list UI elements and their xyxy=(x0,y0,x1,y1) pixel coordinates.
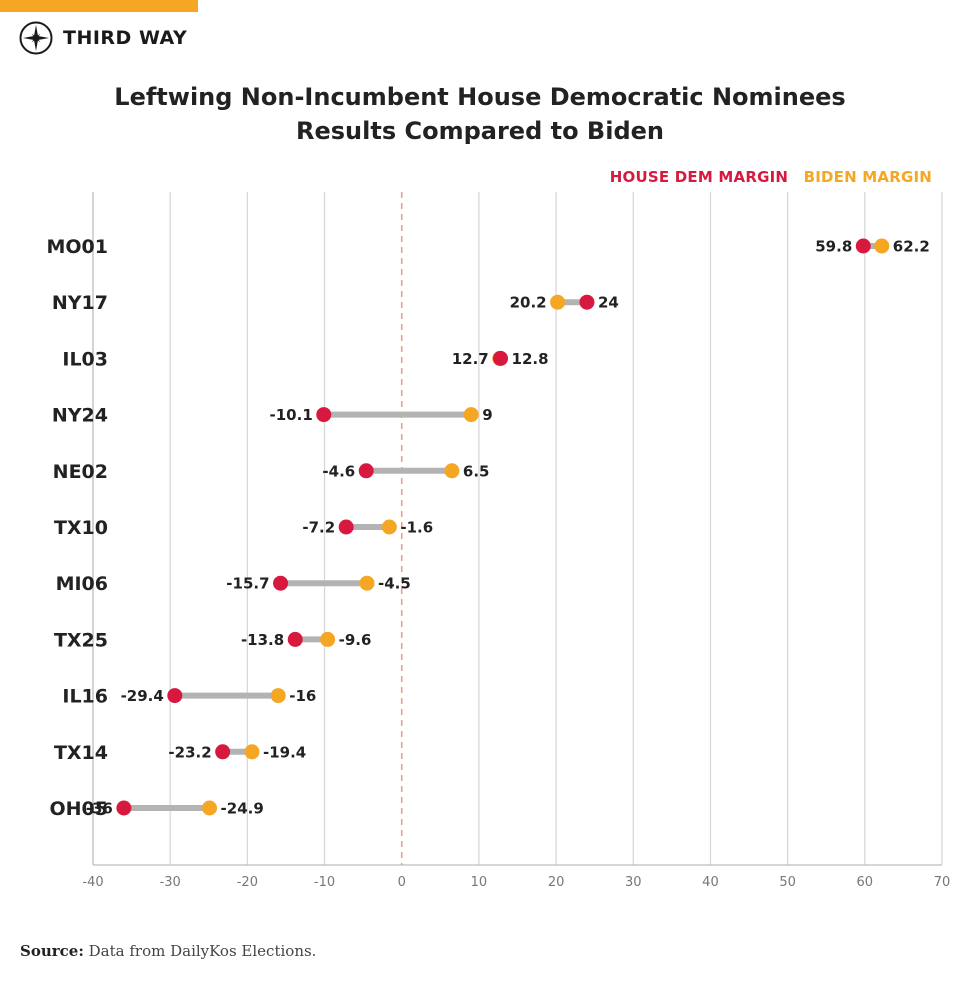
brand-name: THIRD WAY xyxy=(63,27,188,49)
x-tick-label: 20 xyxy=(548,875,565,890)
dumbbell-row-oh05: OH05-36 -24.9 xyxy=(50,798,264,820)
biden-margin-point xyxy=(359,575,375,591)
house-dem-value-label: 12.8 xyxy=(512,350,549,368)
compass-star-icon xyxy=(19,21,53,55)
biden-value-label: -24.9 xyxy=(221,800,264,818)
house-dem-margin-point xyxy=(493,350,509,366)
biden-margin-point xyxy=(320,631,336,647)
biden-value-label: -16 xyxy=(289,687,316,705)
category-label: NY17 xyxy=(52,292,108,314)
category-label: NY24 xyxy=(52,405,108,427)
house-dem-value-label: 24 xyxy=(598,294,619,312)
category-label: OH05 xyxy=(50,798,109,820)
biden-margin-point xyxy=(202,800,218,816)
house-dem-value-label: -4.6 xyxy=(322,462,355,480)
house-dem-value-label: -10.1 xyxy=(270,406,313,424)
dumbbell-row-mi06: MI06 -15.7 -4.5 xyxy=(56,573,411,595)
house-dem-margin-point xyxy=(167,688,183,704)
x-tick-label: 30 xyxy=(625,875,642,890)
category-label: IL03 xyxy=(62,348,108,370)
brand[interactable]: THIRD WAY xyxy=(19,20,187,56)
dumbbell-row-ne02: NE02 -4.6 6.5 xyxy=(53,461,490,483)
biden-value-label: 6.5 xyxy=(463,462,490,480)
biden-margin-point xyxy=(550,294,566,310)
dumbbell-row-tx10: TX10 -7.2 -1.6 xyxy=(54,517,433,539)
x-tick-label: 60 xyxy=(857,875,874,890)
biden-margin-point xyxy=(381,519,397,535)
dumbbell-row-mo01: MO01 59.8 62.2 xyxy=(47,236,930,258)
biden-value-label: -4.5 xyxy=(378,575,411,593)
biden-margin-point xyxy=(444,463,460,479)
dumbbell-row-tx25: TX25 -13.8 -9.6 xyxy=(54,629,372,651)
category-label: MI06 xyxy=(56,573,108,595)
dumbbell-row-il16: IL16 -29.4 -16 xyxy=(62,686,316,708)
x-tick-label: -30 xyxy=(160,875,181,890)
chart-title-line-1: Leftwing Non-Incumbent House Democratic … xyxy=(114,83,846,111)
house-dem-margin-point xyxy=(338,519,354,535)
house-dem-margin-point xyxy=(855,238,871,254)
biden-value-label: -1.6 xyxy=(400,519,433,537)
house-dem-value-label: -7.2 xyxy=(302,519,335,537)
house-dem-margin-point xyxy=(579,294,595,310)
biden-value-label: -19.4 xyxy=(263,743,306,761)
x-tick-label: -10 xyxy=(314,875,335,890)
biden-value-label: 12.7 xyxy=(452,350,489,368)
x-tick-label: -20 xyxy=(237,875,258,890)
house-dem-value-label: -36 xyxy=(86,800,113,818)
house-dem-margin-point xyxy=(287,631,303,647)
biden-value-label: -9.6 xyxy=(339,631,372,649)
house-dem-margin-point xyxy=(316,407,332,423)
dumbbell-row-tx14: TX14 -23.2 -19.4 xyxy=(54,742,306,764)
biden-value-label: 62.2 xyxy=(893,238,930,256)
source-label: Source: xyxy=(20,942,84,960)
biden-margin-point xyxy=(463,407,479,423)
house-dem-margin-point xyxy=(358,463,374,479)
category-label: NE02 xyxy=(53,461,108,483)
dumbbell-row-ny24: NY24 -10.1 9 xyxy=(52,405,493,427)
house-dem-value-label: -29.4 xyxy=(121,687,164,705)
dumbbell-row-ny17: NY17 24 20.2 xyxy=(52,292,619,314)
category-label: TX25 xyxy=(54,629,108,651)
chart-legend: HOUSE DEM MARGIN BIDEN MARGIN xyxy=(610,168,932,186)
house-dem-value-label: 59.8 xyxy=(815,238,852,256)
house-dem-margin-point xyxy=(116,800,132,816)
top-accent-bar xyxy=(0,0,198,12)
biden-value-label: 20.2 xyxy=(510,294,547,312)
biden-margin-point xyxy=(244,744,260,760)
house-dem-value-label: -13.8 xyxy=(241,631,284,649)
source-text: Data from DailyKos Elections. xyxy=(83,942,317,960)
house-dem-margin-point xyxy=(215,744,231,760)
x-tick-label: 70 xyxy=(934,875,951,890)
house-dem-margin-point xyxy=(273,575,289,591)
biden-margin-point xyxy=(270,688,286,704)
dumbbell-row-il03: IL03 12.8 12.7 xyxy=(62,348,548,370)
source-note: Source: Data from DailyKos Elections. xyxy=(20,942,316,960)
biden-value-label: 9 xyxy=(482,406,492,424)
house-dem-value-label: -23.2 xyxy=(168,743,211,761)
x-tick-label: 0 xyxy=(398,875,406,890)
legend-house-dem: HOUSE DEM MARGIN xyxy=(609,168,789,186)
category-label: TX14 xyxy=(54,742,108,764)
legend-biden: BIDEN MARGIN xyxy=(803,168,932,186)
x-tick-label: 40 xyxy=(702,875,719,890)
category-label: TX10 xyxy=(54,517,108,539)
house-dem-value-label: -15.7 xyxy=(226,575,269,593)
chart-title-line-2: Results Compared to Biden xyxy=(296,117,664,145)
chart-title: Leftwing Non-Incumbent House Democratic … xyxy=(0,80,960,148)
biden-margin-point xyxy=(874,238,890,254)
category-label: MO01 xyxy=(47,236,109,258)
category-label: IL16 xyxy=(62,686,108,708)
x-tick-label: 10 xyxy=(471,875,488,890)
x-tick-label: 50 xyxy=(779,875,796,890)
x-tick-label: -40 xyxy=(82,875,103,890)
